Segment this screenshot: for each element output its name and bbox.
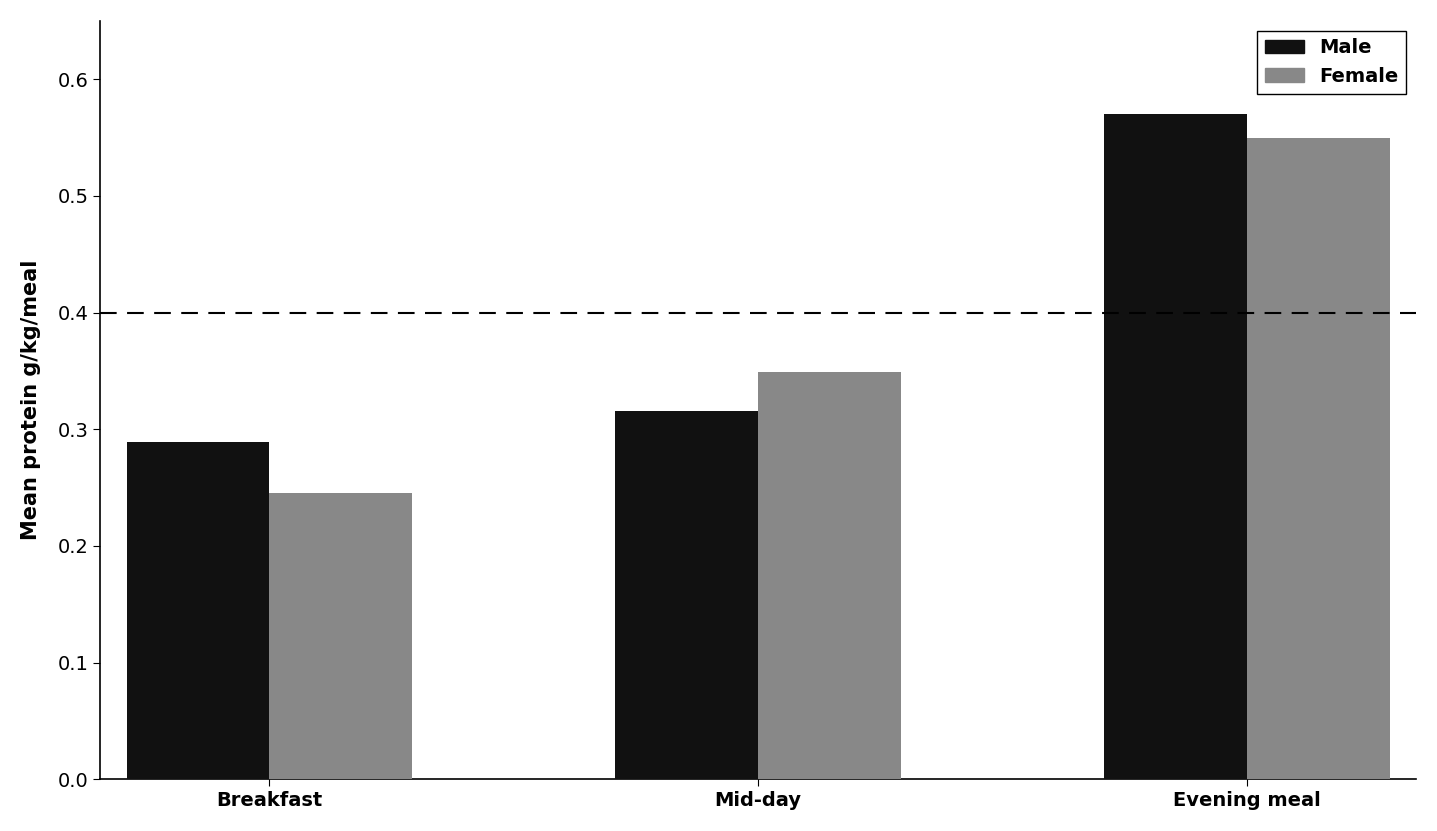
Y-axis label: Mean protein g/kg/meal: Mean protein g/kg/meal: [20, 260, 40, 540]
Bar: [1104, 114, 1247, 779]
Bar: [615, 411, 759, 779]
Bar: [270, 494, 412, 779]
Bar: [759, 372, 901, 779]
Bar: [126, 442, 270, 779]
Bar: [1247, 137, 1390, 779]
Legend: Male, Female: Male, Female: [1257, 31, 1407, 94]
